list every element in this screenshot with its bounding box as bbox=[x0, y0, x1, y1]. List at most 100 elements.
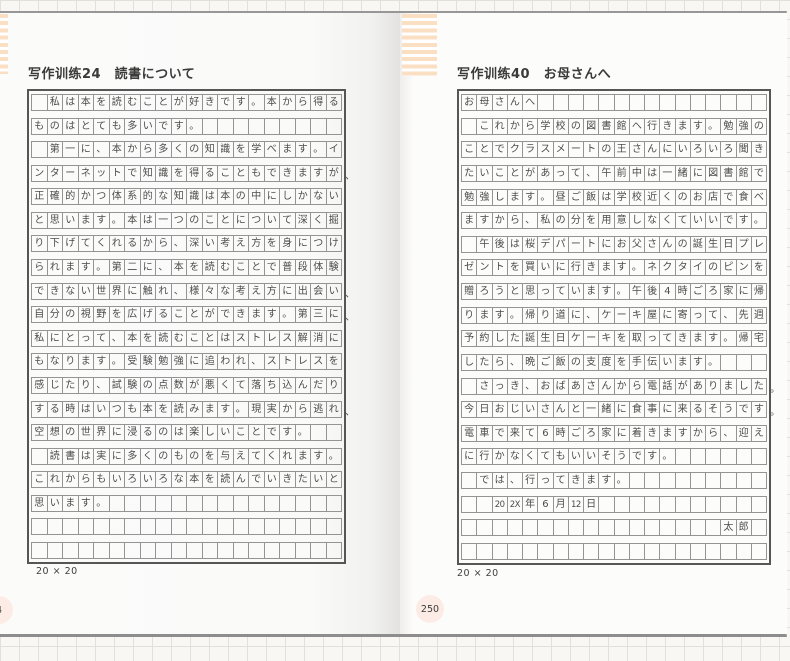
char-cell: ト bbox=[583, 141, 600, 159]
char-cell: ト bbox=[583, 235, 600, 253]
char-cell: て bbox=[552, 472, 569, 489]
char-cell: も bbox=[93, 471, 110, 489]
char-cell: 確 bbox=[46, 188, 63, 206]
char-cell: は bbox=[217, 329, 234, 347]
char-cell: 昼 bbox=[552, 188, 569, 206]
char-cell: の bbox=[46, 117, 63, 135]
char-cell: れ bbox=[155, 282, 172, 300]
char-cell bbox=[248, 518, 265, 536]
char-cell: に bbox=[77, 141, 94, 159]
char-cell: 、 bbox=[506, 353, 523, 371]
char-cell: 空 bbox=[31, 424, 48, 442]
char-cell: 先 bbox=[735, 306, 752, 324]
char-cell: ら bbox=[491, 353, 508, 371]
char-cell: 一 bbox=[155, 211, 172, 229]
manuscript-row: 読書は実に多くのものを与えてくれます。 bbox=[31, 447, 342, 465]
char-cell: 本 bbox=[124, 329, 141, 347]
char-cell: 実 bbox=[93, 447, 110, 465]
char-cell bbox=[476, 519, 493, 537]
char-cell: に bbox=[659, 401, 676, 419]
char-cell: く bbox=[659, 188, 676, 206]
char-cell: 分 bbox=[567, 212, 584, 230]
char-cell: り bbox=[705, 377, 722, 395]
char-cell bbox=[522, 542, 539, 560]
char-cell: が bbox=[201, 306, 218, 324]
char-cell: る bbox=[139, 424, 156, 442]
char-cell: 2X bbox=[506, 495, 523, 513]
char-cell: い bbox=[139, 471, 156, 489]
char-cell: す bbox=[613, 259, 630, 277]
char-cell: す bbox=[689, 353, 706, 371]
char-cell: 。 bbox=[720, 330, 737, 348]
char-cell: で bbox=[217, 94, 234, 111]
char-cell: 食 bbox=[735, 188, 752, 206]
char-cell: は bbox=[62, 94, 79, 111]
char-cell: 本 bbox=[217, 188, 234, 206]
manuscript-row: ますから、私の分を用意しなくていいです。 bbox=[461, 212, 767, 230]
char-cell bbox=[77, 541, 94, 559]
char-cell: い bbox=[659, 353, 676, 371]
char-cell bbox=[186, 541, 203, 559]
char-cell: 。 bbox=[279, 306, 296, 324]
manuscript-row: 勉強します。昼ご飯は学校近くのお店で食べ bbox=[461, 188, 767, 206]
char-cell: 段 bbox=[294, 259, 311, 277]
char-cell: 。 bbox=[232, 400, 249, 418]
char-cell bbox=[705, 448, 722, 466]
char-cell: は bbox=[62, 117, 79, 135]
char-cell: 家 bbox=[598, 424, 615, 442]
char-cell: ら bbox=[31, 259, 48, 277]
char-cell: し bbox=[491, 188, 508, 206]
char-cell: を bbox=[170, 164, 187, 182]
manuscript-row bbox=[31, 541, 342, 559]
char-cell: ネ bbox=[77, 164, 94, 182]
char-cell: す bbox=[705, 330, 722, 348]
char-cell: 。 bbox=[93, 259, 110, 277]
grid-size-label-left: 20 × 20 bbox=[36, 566, 78, 577]
char-cell: 掘 bbox=[325, 211, 342, 229]
char-cell: ま bbox=[476, 306, 493, 324]
char-cell bbox=[279, 518, 296, 536]
char-cell: ご bbox=[567, 188, 584, 206]
char-cell: お bbox=[461, 94, 478, 111]
char-cell: き bbox=[674, 330, 691, 348]
char-cell: す bbox=[31, 400, 48, 418]
char-cell bbox=[750, 542, 767, 560]
char-cell: 。 bbox=[506, 306, 523, 324]
char-cell: い bbox=[583, 448, 600, 466]
char-cell: の bbox=[62, 306, 79, 324]
char-cell: 着 bbox=[628, 424, 645, 442]
char-cell: が bbox=[186, 376, 203, 394]
char-cell bbox=[108, 518, 125, 536]
char-cell: 試 bbox=[108, 376, 125, 394]
char-cell: か bbox=[491, 448, 508, 466]
char-cell bbox=[461, 542, 478, 560]
char-cell: を bbox=[232, 141, 249, 159]
char-cell: け bbox=[325, 235, 342, 253]
char-cell: 図 bbox=[583, 117, 600, 135]
manuscript-row: と思います。本は一つのことについて深く掘 bbox=[31, 211, 342, 229]
char-cell: む bbox=[217, 259, 234, 277]
char-cell: 。 bbox=[613, 472, 630, 489]
char-cell: い bbox=[201, 235, 218, 253]
char-cell: 午 bbox=[628, 283, 645, 300]
char-cell: 支 bbox=[583, 353, 600, 371]
char-cell bbox=[659, 94, 676, 111]
char-cell bbox=[263, 518, 280, 536]
char-cell: あ bbox=[689, 377, 706, 395]
char-cell bbox=[77, 518, 94, 536]
char-cell: ら bbox=[506, 212, 523, 230]
chapter-tab-stripe-right bbox=[402, 14, 437, 76]
char-cell: ろ bbox=[476, 283, 493, 300]
char-cell: い bbox=[263, 471, 280, 489]
char-cell: 逃 bbox=[310, 400, 327, 418]
char-cell: ん bbox=[232, 471, 249, 489]
char-cell: こ bbox=[232, 424, 249, 442]
char-cell: っ bbox=[552, 164, 569, 182]
manuscript-row: 電車で来て 6 時ごろ家に着きますから、迎え bbox=[461, 424, 767, 442]
char-cell: の bbox=[567, 353, 584, 371]
char-cell bbox=[598, 519, 615, 537]
char-cell: る bbox=[325, 94, 342, 111]
char-cell: で bbox=[491, 141, 508, 159]
manuscript-row: 私は本を読むことが好きです。本から得る bbox=[31, 94, 342, 111]
char-cell bbox=[461, 472, 478, 489]
